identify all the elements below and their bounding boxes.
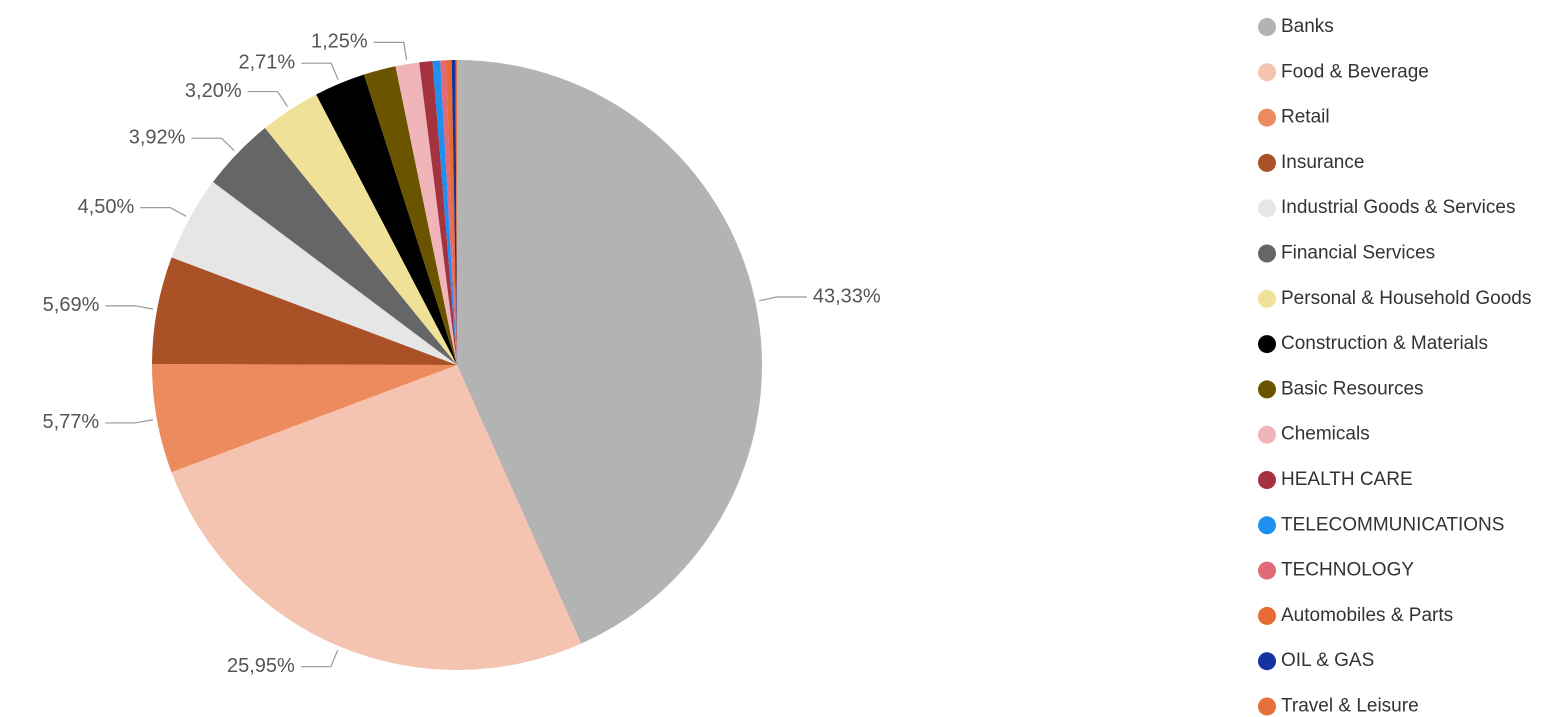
leader-line: [105, 305, 154, 310]
legend-marker: [1258, 63, 1276, 82]
legend-label: TECHNOLOGY: [1281, 560, 1414, 581]
pie-slice: [212, 128, 457, 365]
legend-marker: [1258, 652, 1276, 671]
legend-label: OIL & GAS: [1281, 650, 1374, 671]
legend-label: Financial Services: [1281, 243, 1435, 264]
leader-line: [247, 90, 289, 107]
pie-slice: [264, 94, 457, 365]
data-label: 3,20%: [185, 80, 242, 102]
data-label: 2,71%: [238, 51, 295, 73]
pie-slice: [364, 66, 457, 365]
leader-line: [140, 207, 187, 217]
legend-label: Banks: [1281, 16, 1334, 37]
legend-label: Food & Beverage: [1281, 61, 1429, 82]
leader-line: [191, 137, 235, 152]
legend-marker: [1258, 335, 1276, 354]
data-label: 25,95%: [227, 655, 295, 677]
legend-label: TELECOMMUNICATIONS: [1281, 514, 1504, 535]
data-label: 43,33%: [813, 285, 881, 307]
data-label: 5,69%: [43, 294, 100, 316]
pie-slice: [171, 365, 582, 670]
legend-marker: [1258, 108, 1276, 127]
pie-slice: [316, 74, 457, 365]
legend-marker: [1258, 153, 1276, 172]
leader-line: [373, 41, 408, 61]
pie-slice: [152, 257, 457, 365]
pie-slice: [440, 60, 457, 365]
legend-marker: [1258, 244, 1276, 263]
legend-marker: [1258, 471, 1276, 489]
pie-slice: [445, 60, 457, 365]
legend-label: Retail: [1281, 107, 1330, 128]
pie-slice: [451, 60, 457, 366]
legend-label: Basic Resources: [1281, 378, 1424, 399]
legend-marker: [1258, 561, 1276, 580]
legend-label: Insurance: [1281, 152, 1364, 173]
legend-marker: [1258, 289, 1276, 308]
pie-slice: [432, 60, 457, 366]
pie-slice: [457, 60, 763, 644]
pie-slice: [152, 364, 457, 473]
legend-marker: [1258, 425, 1276, 444]
data-label: 3,92%: [129, 126, 186, 148]
leader-line: [759, 296, 807, 302]
data-label: 1,25%: [311, 31, 368, 53]
legend-marker: [1258, 380, 1276, 399]
legend-label: Personal & Household Goods: [1281, 288, 1531, 309]
legend-label: HEALTH CARE: [1281, 469, 1413, 490]
legend-label: Automobiles & Parts: [1281, 605, 1453, 626]
leader-line: [105, 419, 153, 424]
pie-slice: [395, 62, 457, 366]
legend-marker: [1258, 697, 1276, 716]
pie-slice: [455, 60, 457, 365]
data-label: 4,50%: [78, 196, 135, 218]
legend-label: Travel & Leisure: [1281, 696, 1419, 717]
legend-label: Construction & Materials: [1281, 333, 1488, 354]
legend-marker: [1258, 516, 1276, 535]
leader-line: [300, 649, 339, 668]
pie-slice: [419, 60, 457, 365]
pie-slice: [171, 182, 457, 365]
legend-marker: [1258, 606, 1276, 625]
legend-label: Chemicals: [1281, 424, 1370, 445]
legend-label: Industrial Goods & Services: [1281, 197, 1515, 218]
leader-line: [301, 62, 339, 81]
legend-marker: [1258, 18, 1276, 36]
data-label: 5,77%: [42, 411, 99, 433]
legend-marker: [1258, 199, 1276, 218]
